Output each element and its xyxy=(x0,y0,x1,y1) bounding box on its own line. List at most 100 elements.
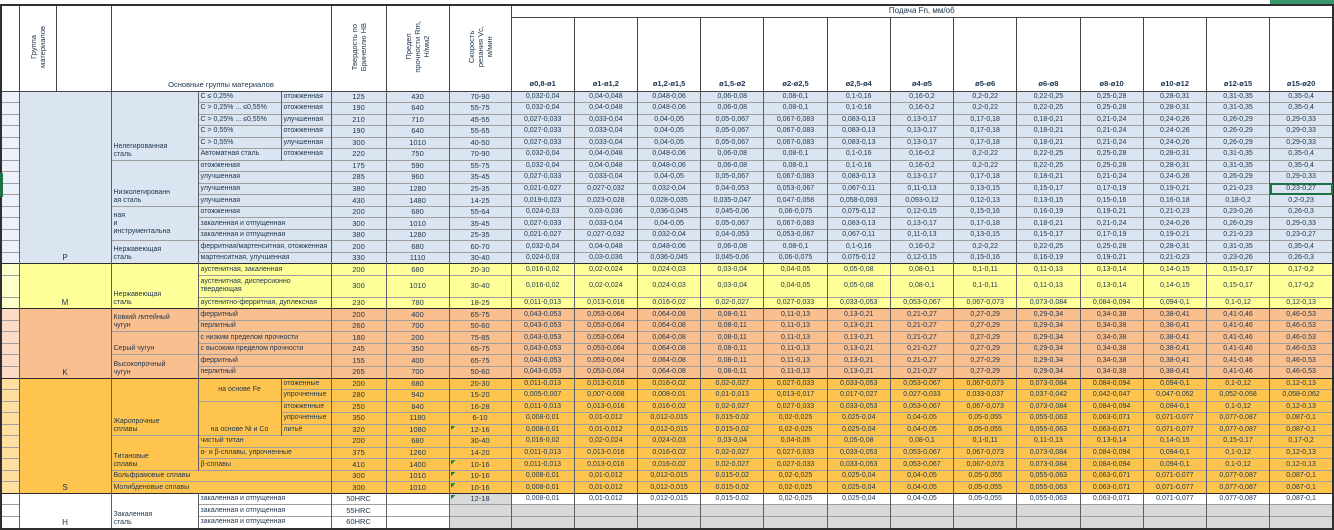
feed-cell[interactable]: 0,063-0,071 xyxy=(1080,481,1144,494)
hardness-cell[interactable]: 55HRC xyxy=(331,504,387,517)
feed-cell[interactable]: 0,008-0,01 xyxy=(511,492,575,505)
feed-cell[interactable]: 0,02-0,025 xyxy=(763,492,828,505)
strength-cell[interactable]: 1010 xyxy=(386,217,450,230)
feed-cell[interactable]: 0,21-0,23 xyxy=(1143,251,1207,264)
material-label[interactable]: α- и β-сплавы, упрочненные xyxy=(198,446,332,459)
feed-cell[interactable]: 0,21-0,27 xyxy=(890,319,955,332)
feed-cell[interactable]: 0,05-0,055 xyxy=(953,481,1018,494)
speed-cell[interactable]: 65-75 xyxy=(449,354,512,367)
material-label[interactable]: улучшенная xyxy=(198,182,332,195)
row-strip[interactable] xyxy=(1,331,20,344)
feed-cell[interactable]: 0,02-0,024 xyxy=(574,435,638,448)
feed-cell[interactable]: 0,2-0,22 xyxy=(953,240,1018,253)
strength-cell[interactable]: 680 xyxy=(386,263,450,276)
strength-cell[interactable]: 680 xyxy=(386,377,450,390)
feed-cell[interactable]: 0,24-0,26 xyxy=(1143,125,1207,138)
header-group-col[interactable]: Группа материалов xyxy=(18,4,57,92)
feed-cell[interactable]: 0,027-0,033 xyxy=(890,389,955,402)
material-label[interactable]: улучшенная xyxy=(281,113,332,126)
feed-cell[interactable]: 0,083-0,13 xyxy=(827,217,891,230)
material-label[interactable]: отожженная xyxy=(281,148,332,161)
feed-cell[interactable]: 0,05-0,067 xyxy=(700,136,765,149)
speed-cell[interactable]: 70-90 xyxy=(449,148,512,161)
hardness-cell[interactable]: 175 xyxy=(331,159,387,172)
feed-cell[interactable]: 0,04-0,048 xyxy=(574,240,638,253)
feed-cell[interactable]: 0,043-0,053 xyxy=(511,366,575,379)
feed-cell[interactable]: 0,016-0,02 xyxy=(637,377,702,390)
hardness-cell[interactable]: 200 xyxy=(331,240,387,253)
feed-cell[interactable]: 0,053-0,064 xyxy=(574,366,638,379)
feed-cell[interactable]: 0,033-0,04 xyxy=(574,217,638,230)
hardness-cell[interactable]: 300 xyxy=(331,481,387,494)
strength-cell[interactable]: 780 xyxy=(386,296,450,309)
feed-cell[interactable]: 0,15-0,17 xyxy=(1206,263,1271,276)
feed-cell[interactable]: 0,063-0,071 xyxy=(1080,412,1144,425)
feed-cell[interactable]: 0,094-0,1 xyxy=(1143,400,1207,413)
material-label[interactable]: Низколегированн ая сталь xyxy=(111,159,199,207)
feed-cell[interactable]: 0,29-0,33 xyxy=(1269,171,1334,184)
feed-cell[interactable]: 0,053-0,067 xyxy=(890,377,955,390)
feed-cell[interactable]: 0,067-0,083 xyxy=(763,171,828,184)
material-label[interactable]: ная и инструментальна xyxy=(111,205,199,241)
hardness-cell[interactable]: 125 xyxy=(331,90,387,103)
strength-cell[interactable]: 1110 xyxy=(386,251,450,264)
feed-cell[interactable]: 0,35-0,4 xyxy=(1269,102,1334,115)
row-strip[interactable] xyxy=(1,458,20,471)
feed-cell[interactable]: 0,071-0,077 xyxy=(1143,423,1207,436)
hardness-cell[interactable]: 260 xyxy=(331,319,387,332)
speed-cell[interactable] xyxy=(449,515,512,529)
feed-cell[interactable]: 0,087-0,1 xyxy=(1269,412,1334,425)
feed-cell[interactable]: 0,027-0,033 xyxy=(511,171,575,184)
feed-cell[interactable]: 0,11-0,13 xyxy=(1016,263,1081,276)
feed-cell[interactable]: 0,071-0,077 xyxy=(1143,469,1207,482)
row-strip[interactable] xyxy=(1,228,20,241)
row-strip[interactable] xyxy=(1,446,20,459)
feed-cell[interactable]: 0,21-0,27 xyxy=(890,366,955,379)
feed-cell[interactable]: 0,04-0,048 xyxy=(574,148,638,161)
speed-cell[interactable]: 14-25 xyxy=(449,194,512,207)
hardness-cell[interactable]: 380 xyxy=(331,182,387,195)
speed-cell[interactable]: 30-40 xyxy=(449,275,512,298)
feed-cell[interactable]: 0,027-0,033 xyxy=(763,400,828,413)
feed-cell[interactable]: 0,21-0,24 xyxy=(1080,125,1144,138)
feed-cell[interactable]: 0,25-0,28 xyxy=(1080,90,1144,103)
feed-cell[interactable]: 0,05-0,08 xyxy=(827,263,891,276)
feed-cell[interactable]: 0,21-0,27 xyxy=(890,331,955,344)
feed-cell[interactable] xyxy=(511,504,575,517)
feed-cell[interactable]: 0,043-0,053 xyxy=(511,342,575,355)
row-strip[interactable] xyxy=(1,435,20,448)
feed-cell[interactable]: 0,15-0,17 xyxy=(1016,182,1081,195)
feed-cell[interactable]: 0,043-0,053 xyxy=(511,354,575,367)
feed-cell[interactable]: 0,067-0,083 xyxy=(763,125,828,138)
feed-cell[interactable]: 0,071-0,077 xyxy=(1143,481,1207,494)
material-label[interactable]: с высоким пределом прочности xyxy=(198,342,332,355)
feed-cell[interactable] xyxy=(637,515,702,529)
feed-cell[interactable]: 0,08-0,1 xyxy=(890,435,955,448)
feed-cell[interactable]: 0,13-0,21 xyxy=(827,366,891,379)
feed-cell[interactable]: 0,17-0,18 xyxy=(953,113,1018,126)
feed-cell[interactable]: 0,38-0,41 xyxy=(1143,366,1207,379)
feed-cell[interactable]: 0,11-0,13 xyxy=(763,331,828,344)
speed-cell[interactable]: 14-20 xyxy=(449,446,512,459)
feed-cell[interactable]: 0,34-0,38 xyxy=(1080,308,1144,321)
material-label[interactable]: закаленная и отпущенная xyxy=(198,228,332,241)
feed-cell[interactable]: 0,052-0,058 xyxy=(1206,389,1271,402)
strength-cell[interactable]: 430 xyxy=(386,90,450,103)
material-label[interactable]: мартенситная, улучшенная xyxy=(198,251,332,264)
feed-cell[interactable]: 0,29-0,34 xyxy=(1016,331,1081,344)
feed-cell[interactable]: 0,016-0,02 xyxy=(637,458,702,471)
feed-cell[interactable]: 0,46-0,53 xyxy=(1269,331,1334,344)
feed-cell[interactable]: 0,05-0,067 xyxy=(700,217,765,230)
feed-cell[interactable]: 0,067-0,073 xyxy=(953,458,1018,471)
feed-cell[interactable]: 0,067-0,083 xyxy=(763,113,828,126)
feed-cell[interactable]: 0,02-0,027 xyxy=(700,377,765,390)
feed-cell[interactable]: 0,21-0,23 xyxy=(1143,205,1207,218)
feed-cell[interactable]: 0,055-0,063 xyxy=(1016,423,1081,436)
feed-cell[interactable] xyxy=(1143,504,1207,517)
hardness-cell[interactable]: 430 xyxy=(331,194,387,207)
feed-cell[interactable]: 0,01-0,012 xyxy=(574,423,638,436)
hardness-cell[interactable]: 265 xyxy=(331,366,387,379)
material-label[interactable]: на основе Fe xyxy=(198,377,282,402)
feed-cell[interactable]: 0,077-0,087 xyxy=(1206,481,1271,494)
feed-cell[interactable]: 0,13-0,15 xyxy=(953,228,1018,241)
